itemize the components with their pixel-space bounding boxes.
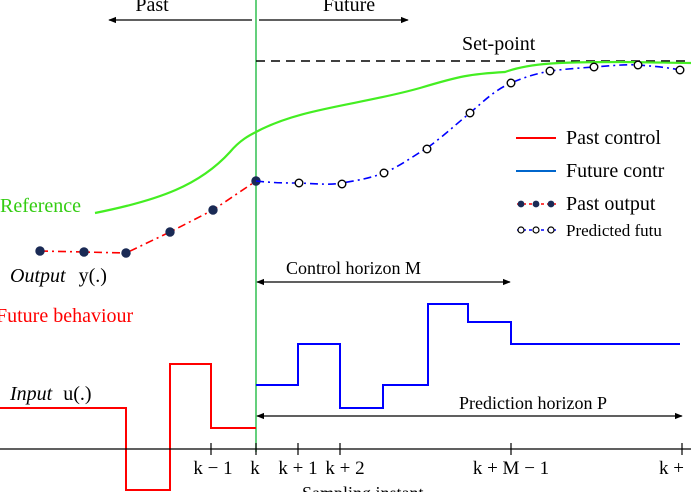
tick-labels: k − 1 k k + 1 k + 2 k + M − 1 k + xyxy=(193,458,684,479)
legend-label-past-control: Past control xyxy=(566,127,661,149)
future-behaviour-label: Future behaviour xyxy=(0,305,134,327)
legend-dot xyxy=(517,226,525,234)
tick-label-k+: k + xyxy=(659,458,684,479)
legend-dot xyxy=(532,226,540,234)
sampling-instant-label: Sampling instant xyxy=(302,483,424,492)
predicted-output-point xyxy=(294,178,304,188)
tick-label-k+M-1: k + M − 1 xyxy=(473,458,549,479)
future-label: Future xyxy=(323,0,375,16)
output-word: Output xyxy=(10,265,66,287)
legend-label-predicted: Predicted futu xyxy=(566,221,662,240)
past-label: Past xyxy=(135,0,169,16)
legend-dot xyxy=(547,226,555,234)
past-control-signal xyxy=(0,363,256,491)
control-horizon-label: Control horizon M xyxy=(286,258,421,278)
predicted-output-point xyxy=(589,62,599,72)
input-symbol: u(.) xyxy=(63,383,91,405)
tick-label-k: k xyxy=(250,458,260,479)
past-output-point xyxy=(35,246,45,256)
tick-label-k+1: k + 1 xyxy=(278,458,317,479)
tick-label-k-1: k − 1 xyxy=(193,458,232,479)
past-output-point xyxy=(121,248,131,258)
legend-label-past-output: Past output xyxy=(566,193,656,215)
predicted-output-points xyxy=(294,60,685,189)
predicted-output-point xyxy=(465,108,475,118)
predicted-output-point xyxy=(337,179,347,189)
legend-label-future-control: Future contr xyxy=(566,160,665,182)
past-output-point xyxy=(165,227,175,237)
predicted-output-point xyxy=(633,60,643,70)
input-label: Input u(.) xyxy=(9,383,92,405)
prediction-horizon-label: Prediction horizon P xyxy=(459,393,607,413)
reference-label: Reference xyxy=(0,195,81,217)
predicted-output-point xyxy=(675,65,685,75)
past-output-line xyxy=(39,180,257,254)
predicted-output-point xyxy=(379,168,389,178)
legend: Past control Future contr Past output Pr… xyxy=(516,127,665,240)
predicted-output-point xyxy=(506,78,516,88)
past-output-point xyxy=(208,205,218,215)
past-output-points xyxy=(35,176,261,258)
tick-label-k+2: k + 2 xyxy=(325,458,364,479)
output-symbol: y(.) xyxy=(79,265,107,287)
reference-curve xyxy=(94,60,691,215)
predicted-output-point xyxy=(422,144,432,154)
setpoint-label: Set-point xyxy=(462,33,536,55)
past-output-point xyxy=(79,247,89,257)
legend-dot xyxy=(547,200,555,208)
legend-dot xyxy=(532,200,540,208)
input-word: Input xyxy=(9,383,53,405)
predicted-output-point xyxy=(545,66,555,76)
output-label: Output y(.) xyxy=(10,265,107,287)
legend-dot xyxy=(517,200,525,208)
axis-ticks xyxy=(210,443,683,455)
future-control-signal xyxy=(256,303,680,409)
